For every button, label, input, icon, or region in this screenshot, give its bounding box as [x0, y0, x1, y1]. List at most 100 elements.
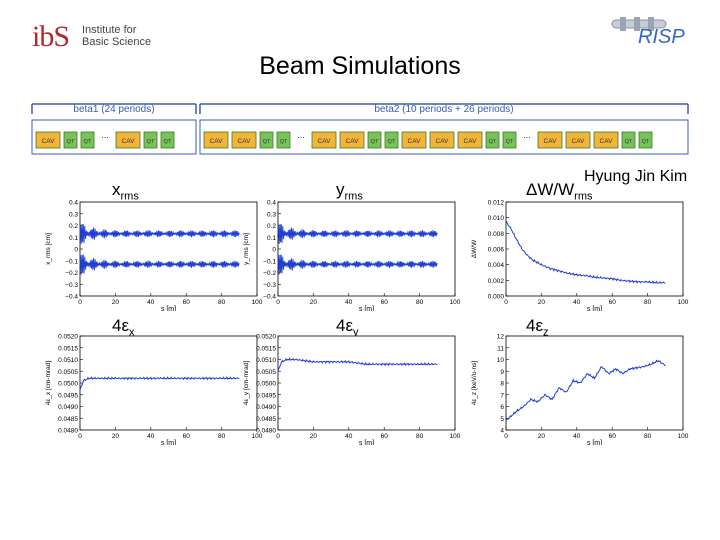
y-tick-label: 0.0500	[256, 381, 276, 388]
y-tick-label: 0.0500	[58, 381, 78, 388]
cavity-label: CAV	[572, 138, 586, 145]
quadrupole-block	[367, 131, 382, 149]
plot-title-main: 4ε	[336, 316, 354, 335]
cavity-block	[231, 131, 257, 149]
ibs-logo: ibS Institute for Basic Science	[32, 20, 152, 54]
plot-title: 4εx	[112, 316, 135, 338]
y-tick-label: 0.0520	[58, 334, 78, 341]
lattice-diagram: beta1 (24 periods) beta2 (10 periods + 26…	[31, 103, 689, 155]
y-tick-label: −0.3	[263, 282, 276, 289]
quadrupole-label: QT	[164, 139, 172, 145]
plot-panel: 12 11 10 9 8 7 6 5 40 20 40 60 80 100 s [m] 4ε_z [keV/u…	[471, 334, 689, 446]
beta2-label: beta2 (10 periods + 26 periods)	[374, 104, 513, 115]
quadrupole-label: QT	[388, 139, 396, 145]
quadrupole-label: QT	[84, 139, 92, 145]
plot-panel: 0.0520 0.0515 0.0510 0.0505 0.0500 0.0495 0.04…	[243, 334, 461, 446]
x-axis-label: s [m]	[587, 440, 602, 445]
series-line-lower	[277, 254, 438, 275]
cavity-label: CAV	[346, 138, 360, 145]
x-axis-label: s [m]	[161, 440, 176, 445]
plot-title: ΔW/Wrms	[526, 180, 593, 202]
quadrupole-block	[638, 131, 653, 149]
y-tick-label: 0.008	[488, 231, 505, 238]
quadrupole-label: QT	[642, 139, 650, 145]
lattice-ellipsis: ...	[523, 130, 531, 140]
y-tick-label: 0.0485	[58, 416, 78, 423]
y-tick-label: 0.1	[69, 235, 78, 242]
y-tick-label: 0.0490	[58, 404, 78, 411]
plot-title-main: 4ε	[526, 316, 544, 335]
plot-panel: 0.0520 0.0515 0.0510 0.0505 0.0500 0.0495 0.04…	[45, 334, 263, 446]
y-tick-label: 0.010	[488, 215, 505, 222]
cavity-block	[537, 131, 563, 149]
y-tick-label: 0.0480	[256, 428, 276, 435]
series-line-upper	[277, 224, 438, 245]
lattice-ellipsis: ...	[101, 130, 109, 140]
y-tick-label: 0.0490	[256, 404, 276, 411]
series-line	[505, 359, 666, 421]
x-tick-label: 0	[276, 433, 280, 440]
cavity-label: CAV	[408, 138, 422, 145]
y-axis-label: 4ε_x [cm-mrad]	[45, 361, 52, 406]
x-tick-label: 60	[609, 299, 617, 306]
x-tick-label: 80	[218, 299, 226, 306]
y-tick-label: −0.4	[263, 294, 276, 301]
x-axis-label: s [m]	[359, 306, 374, 311]
x-tick-label: 40	[573, 433, 581, 440]
cavity-label: CAV	[600, 138, 614, 145]
plot-frame	[277, 335, 456, 431]
x-tick-label: 40	[573, 299, 581, 306]
quadrupole-label: QT	[67, 139, 75, 145]
quadrupole-block	[276, 131, 291, 149]
ibs-logo-mark: ibS	[32, 20, 70, 53]
quadrupole-block	[485, 131, 500, 149]
author-name: Hyung Jin Kim	[584, 168, 688, 185]
y-tick-label: 0.2	[69, 223, 78, 230]
x-tick-label: 100	[678, 299, 689, 306]
x-tick-label: 0	[276, 299, 280, 306]
series-line	[505, 221, 666, 284]
x-tick-label: 40	[345, 433, 353, 440]
y-tick-label: 0.0510	[256, 357, 276, 364]
y-tick-label: −0.4	[65, 294, 78, 301]
cavity-label: CAV	[42, 138, 56, 145]
x-tick-label: 100	[252, 433, 263, 440]
y-tick-label: 12	[497, 334, 505, 341]
y-tick-label: 0.3	[267, 211, 276, 218]
x-axis-label: s [m]	[161, 306, 176, 311]
y-tick-label: 0	[272, 247, 276, 254]
cavity-label: CAV	[238, 138, 252, 145]
x-tick-label: 20	[310, 433, 318, 440]
y-tick-label: −0.3	[65, 282, 78, 289]
y-tick-label: 0.0520	[256, 334, 276, 341]
y-axis-label: x_rms [cm]	[45, 233, 52, 265]
x-tick-label: 60	[381, 299, 389, 306]
cavity-label: CAV	[318, 138, 332, 145]
quadrupole-block	[259, 131, 274, 149]
plot-title: 4εz	[526, 316, 549, 338]
quadrupole-block	[80, 131, 95, 149]
group-frame	[31, 119, 197, 155]
x-tick-label: 20	[538, 299, 546, 306]
plot-frame	[505, 201, 684, 297]
x-tick-label: 80	[644, 299, 652, 306]
x-axis-label: s [m]	[359, 440, 374, 445]
x-tick-label: 80	[416, 299, 424, 306]
cavity-block	[339, 131, 365, 149]
risp-label: RISP	[638, 26, 685, 48]
y-tick-label: 0.0505	[256, 369, 276, 376]
x-tick-label: 20	[310, 299, 318, 306]
x-axis-label: s [m]	[587, 306, 602, 311]
x-tick-label: 20	[538, 433, 546, 440]
y-tick-label: 0.0510	[58, 357, 78, 364]
x-tick-label: 100	[252, 299, 263, 306]
group-frame	[199, 119, 689, 155]
x-tick-label: 100	[678, 433, 689, 440]
cavity-block	[203, 131, 229, 149]
series-line-lower	[79, 254, 240, 275]
accelerator-icon	[611, 17, 667, 31]
quadrupole-block	[143, 131, 158, 149]
y-tick-label: 0.4	[69, 200, 78, 207]
y-axis-label: 4ε_y [cm-mrad]	[243, 361, 250, 406]
